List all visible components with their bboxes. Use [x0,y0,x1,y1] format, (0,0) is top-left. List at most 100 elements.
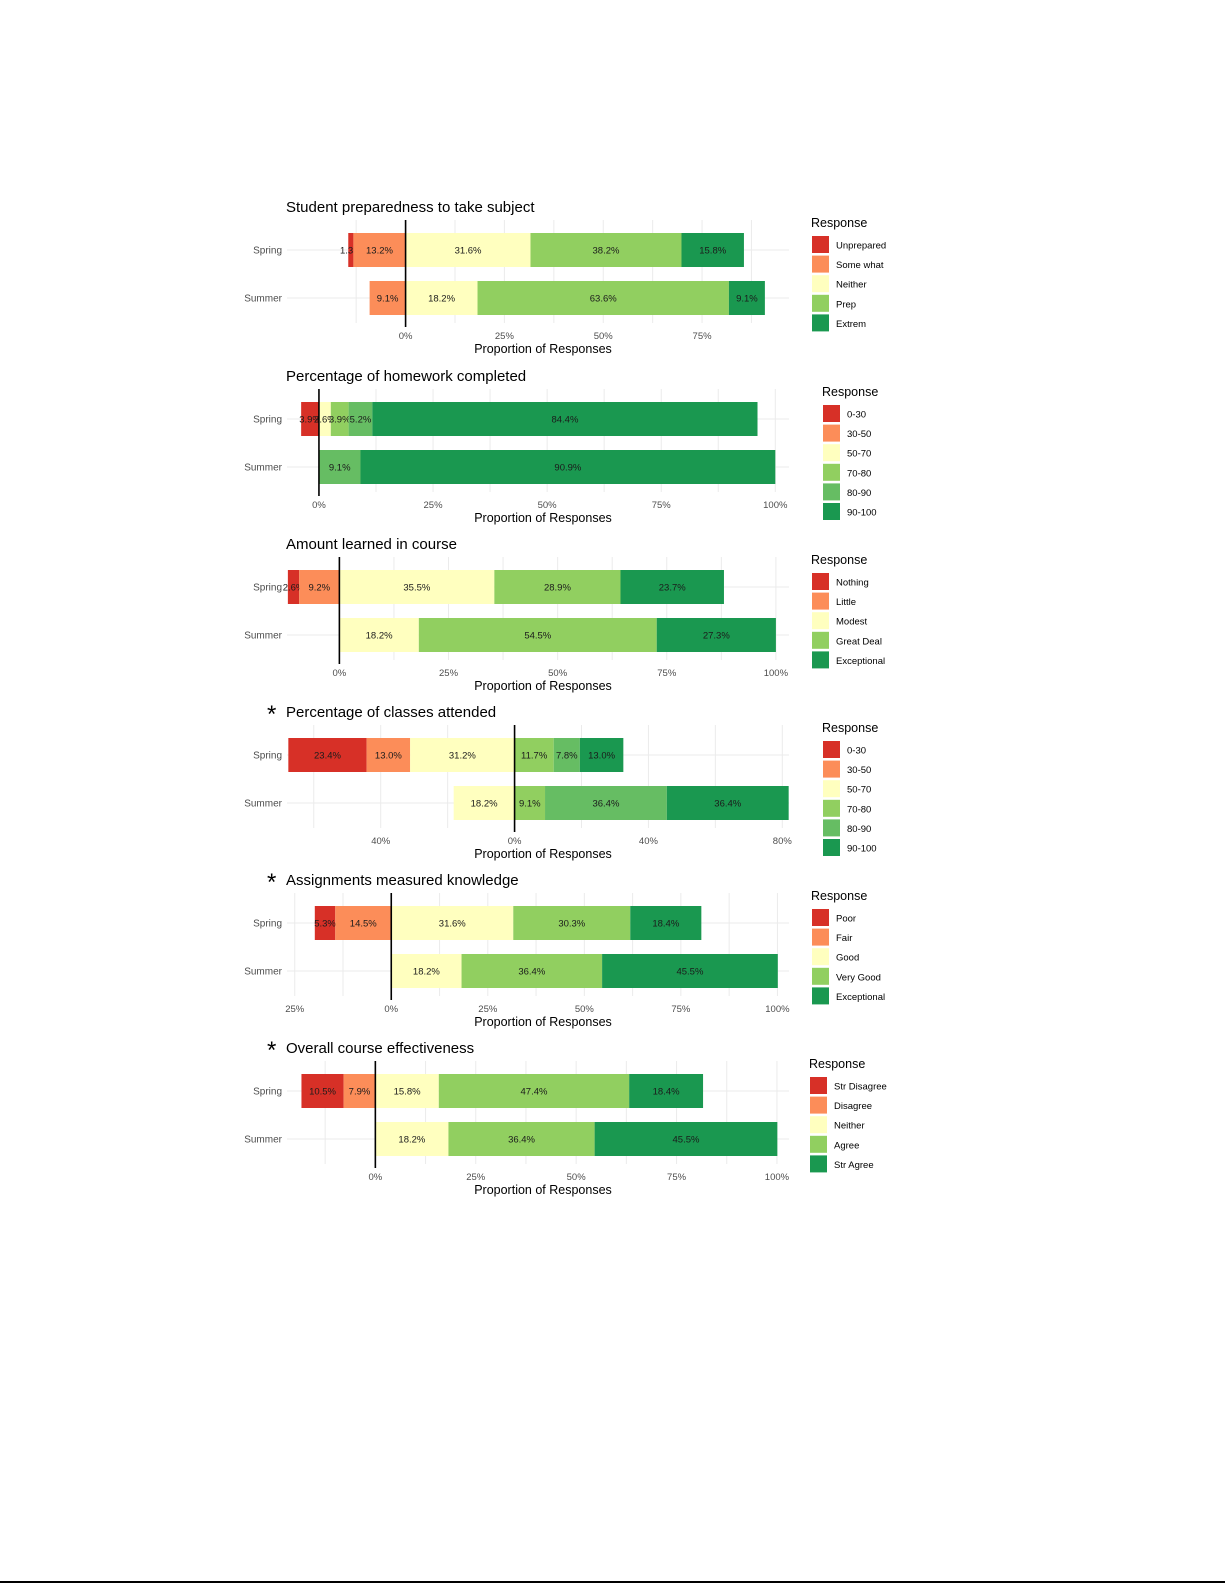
legend-label: Some what [836,260,884,271]
legend-label: Neither [836,280,867,291]
category-label: Summer [244,631,282,642]
x-tick-label: 0% [384,1004,398,1015]
legend-swatch [823,444,840,462]
chart-title: Percentage of classes attended [286,704,496,721]
bar-segment [288,738,367,772]
bar-segment [728,281,765,315]
legend-swatch [812,651,829,669]
bar-value-label: 14.5% [350,919,377,930]
bar-value-label: 27.3% [703,631,730,642]
bar-segment [514,738,554,772]
legend-label: Exceptional [836,656,885,667]
legend-label: Very Good [836,972,881,983]
bar-value-label: 2.6% [314,415,336,426]
bar-value-label: 3.9% [299,415,321,426]
bar-value-label: 9.1% [519,799,541,810]
legend-label: 70-80 [847,468,871,479]
significance-marker: * [267,869,276,896]
x-tick-label: 0% [508,836,522,847]
x-tick-label: 100% [765,1004,790,1015]
x-tick-label: 50% [548,668,568,679]
bar-value-label: 63.6% [590,294,617,305]
legend-swatch [812,631,829,649]
bar-value-label: 18.4% [652,919,679,930]
chart-panel: Amount learned in course 2.6% 9.2% 35.5% 28.… [244,536,885,693]
chart-panel: Student preparedness to take subject 1.3%… [244,199,886,356]
legend-swatch [812,612,829,630]
legend-title: Response [822,721,878,735]
bar-value-label: 2.6% [283,583,305,594]
legend-label: 0-30 [847,746,866,757]
x-axis-title: Proportion of Responses [474,1015,612,1029]
legend-label: Str Disagree [834,1082,887,1093]
legend-label: 0-30 [847,410,866,421]
bar-segment [301,402,319,436]
bar-value-label: 47.4% [521,1087,548,1098]
chart-panel: Percentage of homework completed 3.9%2.6%… [244,368,878,525]
legend-swatch [823,780,840,798]
x-axis-title: Proportion of Responses [474,679,612,693]
legend-swatch [810,1077,827,1094]
bar-segment [369,281,406,315]
bar-value-label: 31.2% [449,751,476,762]
legend-swatch [823,424,840,442]
bar-value-label: 18.2% [366,631,393,642]
x-tick-label: 80% [773,836,793,847]
legend-title: Response [811,553,867,567]
bar-value-label: 45.5% [676,967,703,978]
bar-value-label: 18.4% [653,1087,680,1098]
legend-swatch [812,592,829,610]
chart-title: Amount learned in course [286,536,457,553]
legend-swatch [812,294,829,312]
bar-segment [318,450,361,484]
x-tick-label: 25% [495,331,515,342]
bar-value-label: 38.2% [593,246,620,257]
legend-label: Little [836,597,856,608]
bar-segment [545,786,667,820]
x-axis-title: Proportion of Responses [474,342,612,356]
bar-segment [335,906,392,940]
x-tick-label: 75% [652,500,672,511]
legend-label: Good [836,953,859,964]
x-tick-label: 100% [764,668,789,679]
bar-value-label: 15.8% [699,246,726,257]
legend-swatch [823,405,840,422]
category-label: Spring [253,583,282,594]
x-tick-label: 75% [693,331,713,342]
x-tick-label: 75% [657,668,677,679]
legend-title: Response [811,889,867,903]
legend-swatch [812,314,829,332]
legend-label: Extrem [836,319,866,330]
category-label: Summer [244,463,282,474]
bar-segment [579,738,624,772]
bar-segment [514,786,546,820]
bar-segment [366,738,411,772]
bar-segment [594,1122,778,1156]
legend-label: Prep [836,299,856,310]
legend-label: Exceptional [836,992,885,1003]
legend-swatch [823,503,840,520]
legend-label: 30-50 [847,429,871,440]
bar-value-label: 3.9% [329,415,351,426]
bar-value-label: 36.4% [518,967,545,978]
bar-segment [314,906,336,940]
bar-segment [339,618,419,652]
bar-value-label: 9.1% [377,294,399,305]
bar-segment [372,402,758,436]
legend-label: Str Agree [834,1160,874,1171]
bar-value-label: 45.5% [673,1135,700,1146]
bar-value-label: 18.2% [471,799,498,810]
bar-segment [339,570,495,604]
x-tick-label: 40% [639,836,659,847]
bar-segment [681,233,744,267]
legend-swatch [810,1096,827,1114]
legend-swatch [812,967,829,985]
legend-swatch [810,1116,827,1134]
bar-segment [318,402,331,436]
bar-value-label: 28.9% [544,583,571,594]
bar-value-label: 35.5% [403,583,430,594]
legend-label: Neither [834,1121,865,1132]
legend-swatch [812,255,829,273]
legend-label: Modest [836,617,868,628]
